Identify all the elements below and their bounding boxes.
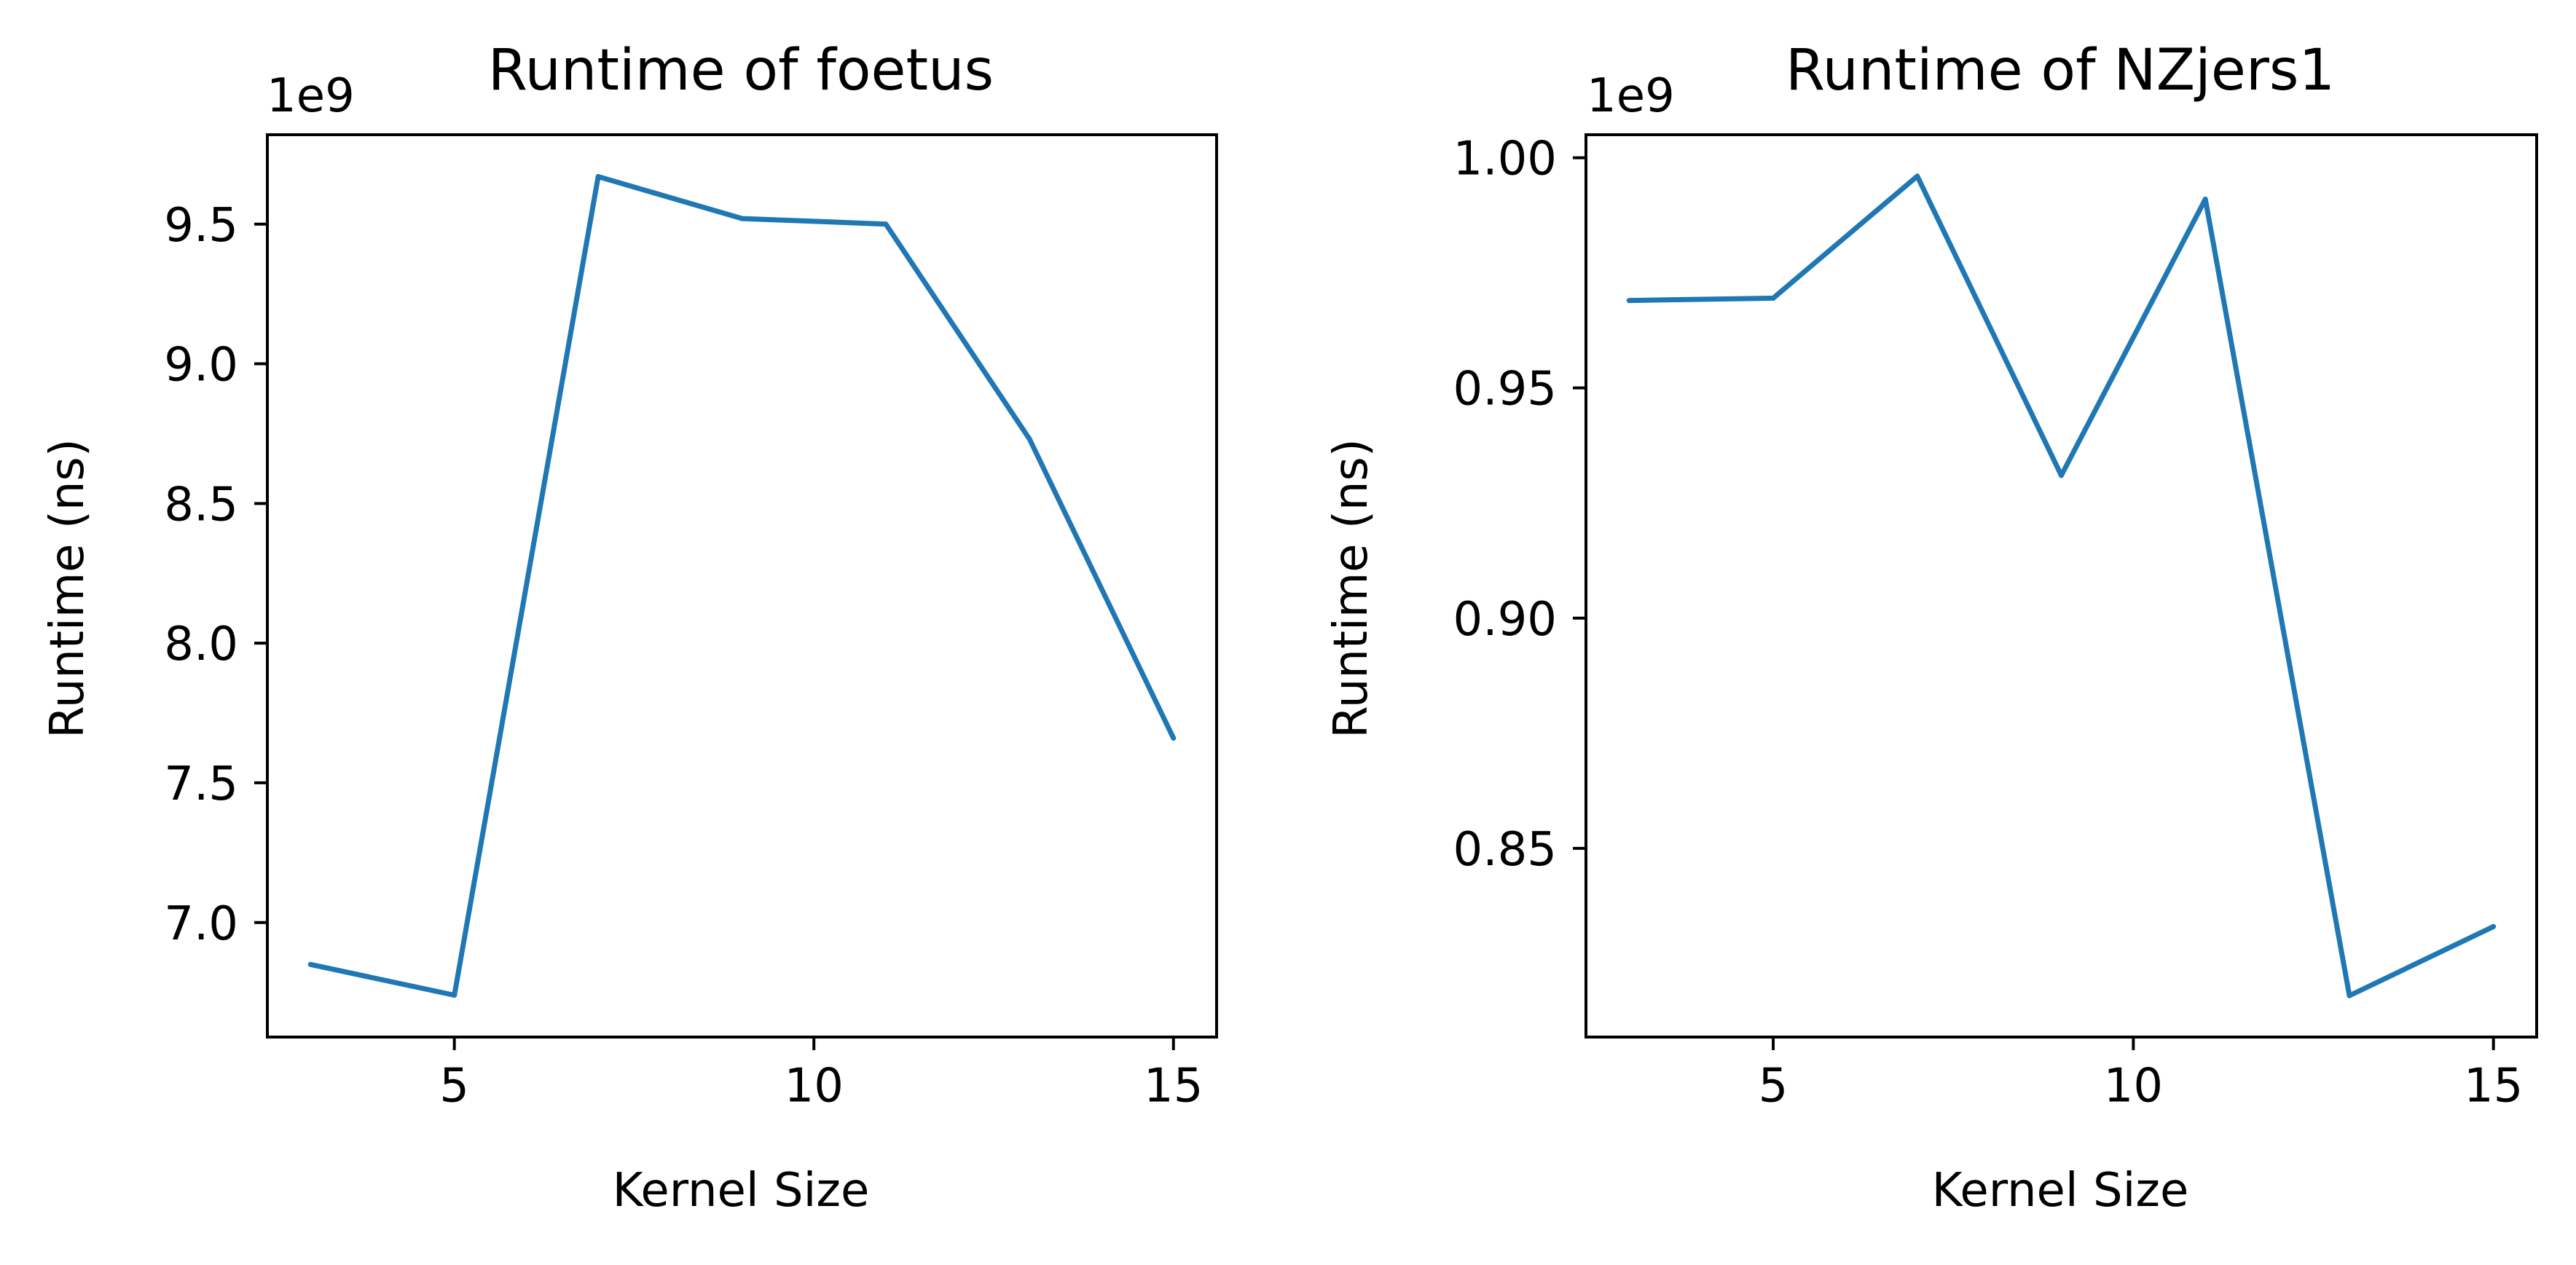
x-axis-label: Kernel Size xyxy=(1932,1164,2189,1218)
chart-foetus: Runtime of foetus 1e9 Runtime (ns) Kerne… xyxy=(41,38,1218,1218)
y-tick-label: 0.95 xyxy=(1453,363,1558,417)
chart-title: Runtime of NZjers1 xyxy=(1786,38,2335,103)
y-tick-label: 0.90 xyxy=(1453,593,1558,647)
data-point xyxy=(739,216,745,221)
data-points xyxy=(307,174,1177,998)
data-point xyxy=(883,221,889,227)
x-tick-label: 10 xyxy=(784,1060,843,1114)
y-tick-label: 8.5 xyxy=(164,478,238,532)
chart-title: Runtime of foetus xyxy=(488,38,994,103)
x-tick-label: 15 xyxy=(2464,1060,2523,1114)
y-tick-label: 8.0 xyxy=(164,618,238,671)
data-points xyxy=(1626,173,2497,998)
y-offset-label: 1e9 xyxy=(1587,69,1675,123)
data-point xyxy=(2059,473,2064,478)
data-point xyxy=(1171,736,1177,741)
x-tick-label: 10 xyxy=(2104,1060,2163,1114)
y-tick-label: 9.5 xyxy=(164,199,238,253)
y-tick-label: 9.0 xyxy=(164,339,238,393)
plot-frame xyxy=(266,133,1218,1039)
tick-layer: 5 10 15 0.85 0.90 0.95 1.00 xyxy=(1453,133,2524,1114)
y-offset-label: 1e9 xyxy=(267,69,355,123)
y-axis-label: Runtime (ns) xyxy=(41,438,95,738)
y-tick-label: 7.0 xyxy=(164,897,238,951)
x-tick-label: 5 xyxy=(439,1060,469,1114)
y-tick-label: 0.85 xyxy=(1453,823,1558,877)
data-point xyxy=(2347,993,2352,998)
data-point xyxy=(2491,923,2497,929)
data-point xyxy=(307,961,313,967)
plot-frame xyxy=(1585,133,2538,1039)
data-point xyxy=(2202,197,2208,202)
y-tick-label: 7.5 xyxy=(164,757,238,811)
x-tick-label: 5 xyxy=(1759,1060,1788,1114)
data-point xyxy=(1770,295,1776,301)
data-point xyxy=(595,174,601,179)
y-tick-label: 1.00 xyxy=(1453,133,1558,186)
tick-layer: 5 10 15 7.0 7.5 8.0 8.5 9.0 9.5 xyxy=(164,199,1203,1114)
x-axis-label: Kernel Size xyxy=(613,1164,870,1218)
data-point xyxy=(1026,436,1032,442)
chart-nzjers1: Runtime of NZjers1 1e9 Runtime (ns) Kern… xyxy=(1324,38,2538,1218)
data-point xyxy=(452,993,458,998)
data-point xyxy=(1915,173,1920,179)
data-point xyxy=(1626,298,1632,304)
x-tick-label: 15 xyxy=(1144,1060,1203,1114)
y-axis-label: Runtime (ns) xyxy=(1324,438,1378,738)
